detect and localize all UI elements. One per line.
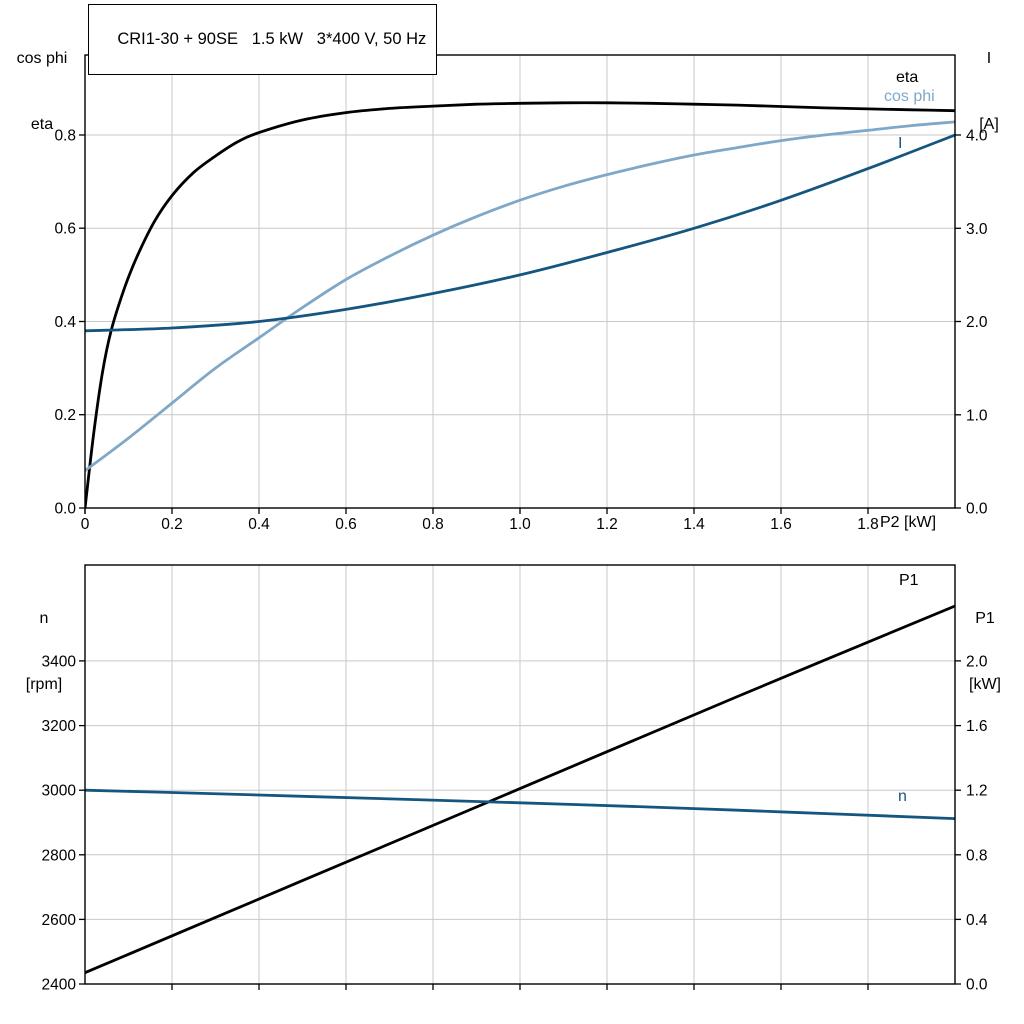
x-axis-title: P2 [kW] <box>880 514 937 531</box>
chart-panel-0: 0.0 0.2 0.4 0.6 0.8 0.0 1.0 2.0 3.0 4.0 0 0.2 0.4 0.6… <box>54 54 988 534</box>
svg-text:1.6: 1.6 <box>966 718 988 735</box>
svg-text:1.6: 1.6 <box>770 516 792 533</box>
axis-label-rpm-unit: [rpm] <box>25 676 63 693</box>
curve-label-current: I <box>898 135 903 152</box>
svg-text:1.8: 1.8 <box>857 516 879 533</box>
svg-text:0.6: 0.6 <box>335 516 357 533</box>
svg-text:2600: 2600 <box>42 912 77 929</box>
svg-text:3000: 3000 <box>42 783 77 800</box>
svg-text:4.0: 4.0 <box>966 128 988 145</box>
series-I <box>85 133 955 333</box>
svg-text:0: 0 <box>81 516 90 533</box>
svg-text:0.4: 0.4 <box>966 912 988 929</box>
curve-label-cosphi: cos phi <box>884 88 935 105</box>
svg-text:0.2: 0.2 <box>54 407 76 424</box>
svg-text:0.4: 0.4 <box>248 516 270 533</box>
series-group <box>85 604 955 975</box>
svg-text:2.0: 2.0 <box>966 653 988 670</box>
svg-text:0.8: 0.8 <box>966 847 988 864</box>
series-group <box>85 101 955 508</box>
top-right-axis-title: I [A] <box>958 4 1020 180</box>
gridlines <box>85 565 955 984</box>
top-left-axis-title: cos phi eta <box>4 4 80 180</box>
curve-label-p1: P1 <box>899 572 919 589</box>
series-eta <box>85 101 955 508</box>
svg-text:0.2: 0.2 <box>161 516 183 533</box>
svg-text:0.0: 0.0 <box>54 501 76 518</box>
svg-text:3.0: 3.0 <box>966 221 988 238</box>
svg-text:0.4: 0.4 <box>54 314 76 331</box>
chart-title-text: CRI1-30 + 90SE 1.5 kW 3*400 V, 50 Hz <box>117 30 427 48</box>
axis-label-eta: eta <box>30 116 54 133</box>
svg-text:3400: 3400 <box>42 653 77 670</box>
gridlines <box>85 55 955 508</box>
series-n <box>85 788 955 820</box>
curve-label-n: n <box>898 788 907 805</box>
svg-text:2800: 2800 <box>42 847 77 864</box>
axis-label-current: I <box>986 50 992 67</box>
tick-marks <box>79 660 961 990</box>
series-cos-phi <box>85 120 955 473</box>
svg-text:1.4: 1.4 <box>683 516 705 533</box>
svg-text:1.2: 1.2 <box>596 516 618 533</box>
svg-text:2.0: 2.0 <box>966 314 988 331</box>
curve-label-eta: eta <box>896 69 919 86</box>
svg-text:1.0: 1.0 <box>509 516 531 533</box>
svg-text:1.2: 1.2 <box>966 783 988 800</box>
axis-label-kw-unit: [kW] <box>969 676 1001 693</box>
tick-labels: 2400 2600 2800 3000 3200 3400 0.0 0.4 0.8 1.2 1.6 2… <box>42 653 988 993</box>
svg-text:0.0: 0.0 <box>966 977 988 994</box>
axis-label-n: n <box>39 610 49 627</box>
chart-panel-1: 2400 2600 2800 3000 3200 3400 0.0 0.4 0.8 1.2 1.6 2… <box>42 564 988 994</box>
bottom-left-axis-title: n [rpm] <box>6 564 82 740</box>
svg-text:3200: 3200 <box>42 718 77 735</box>
svg-text:0.8: 0.8 <box>422 516 444 533</box>
tick-marks <box>79 134 961 514</box>
chart-title-box: CRI1-30 + 90SE 1.5 kW 3*400 V, 50 Hz <box>88 4 438 75</box>
axis-label-ampere-unit: [A] <box>979 116 999 133</box>
svg-text:1.0: 1.0 <box>966 407 988 424</box>
svg-text:0.0: 0.0 <box>966 501 988 518</box>
axis-label-p1: P1 <box>975 610 995 627</box>
svg-text:0.6: 0.6 <box>54 221 76 238</box>
tick-labels: 0.0 0.2 0.4 0.6 0.8 0.0 1.0 2.0 3.0 4.0 0 0.2 0.4 0.6… <box>54 128 987 534</box>
axis-label-cosphi: cos phi <box>16 50 68 67</box>
bottom-right-axis-title: P1 [kW] <box>950 564 1020 740</box>
svg-text:2400: 2400 <box>42 977 77 994</box>
svg-text:0.8: 0.8 <box>54 128 76 145</box>
series-P1 <box>85 604 955 975</box>
